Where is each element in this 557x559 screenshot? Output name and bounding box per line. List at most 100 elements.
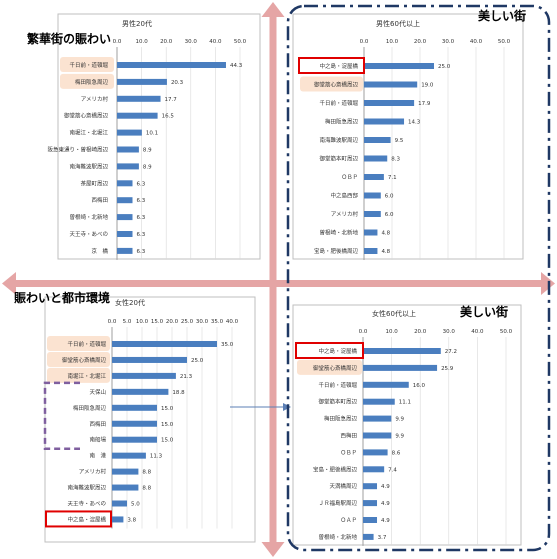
- bar: [117, 78, 167, 85]
- bar: [117, 231, 133, 237]
- value-label: 6.3: [136, 215, 145, 221]
- tick-label: 20.0: [166, 319, 179, 325]
- value-label: 8.9: [143, 164, 152, 170]
- bar: [117, 129, 142, 136]
- bar: [112, 356, 187, 363]
- vertical-axis-arrow: [261, 2, 285, 557]
- value-label: 4.8: [381, 249, 390, 255]
- value-label: 4.8: [381, 231, 390, 237]
- bar: [364, 248, 378, 254]
- value-label: 7.1: [388, 175, 397, 181]
- value-label: 6.0: [385, 212, 394, 218]
- bar: [364, 81, 418, 88]
- value-label: 19.0: [421, 83, 434, 89]
- bar: [363, 398, 395, 405]
- value-label: 17.7: [165, 97, 178, 103]
- category-label: 天満橋周辺: [329, 482, 357, 490]
- value-label: 4.9: [381, 484, 390, 490]
- category-label: 梅田阪急周辺: [325, 118, 359, 126]
- value-label: 15.0: [161, 422, 174, 428]
- bar: [364, 229, 378, 236]
- tick-label: 0.0: [113, 39, 122, 45]
- tick-label: 0.0: [359, 329, 368, 335]
- bar: [112, 500, 127, 507]
- category-label: 梅田阪急周辺: [324, 415, 358, 423]
- category-label: 南海難波駅周辺: [69, 162, 108, 170]
- value-label: 18.8: [172, 390, 185, 396]
- value-label: 4.9: [381, 501, 390, 507]
- category-label: 千日前・道頓堀: [67, 340, 106, 348]
- value-label: 10.1: [146, 131, 158, 137]
- category-label: 天保山: [89, 388, 106, 396]
- tick-label: 0.0: [108, 319, 117, 325]
- bar: [363, 517, 378, 523]
- bar: [112, 516, 124, 523]
- bar: [112, 452, 146, 459]
- value-label: 8.9: [143, 148, 152, 154]
- category-label: アメリカ村: [331, 210, 359, 218]
- value-label: 3.7: [378, 535, 387, 541]
- tick-label: 0.0: [360, 39, 369, 45]
- label-bottom-left: 賑わいと都市環境: [14, 290, 110, 305]
- highlight-background: [47, 367, 110, 383]
- bar: [364, 118, 405, 125]
- bar: [112, 388, 169, 395]
- category-label: ＪＲ福島駅周辺: [318, 499, 357, 507]
- category-label: 御堂筋心斎橋周辺: [62, 356, 107, 364]
- bar: [117, 146, 139, 153]
- bar: [117, 197, 133, 204]
- tick-label: 35.0: [211, 319, 224, 325]
- category-label: 西梅田: [89, 420, 106, 428]
- tick-label: 10.0: [385, 329, 398, 335]
- category-label: 御堂筋心斎橋周辺: [313, 364, 358, 372]
- value-label: 7.4: [388, 467, 397, 473]
- bar: [117, 247, 133, 254]
- category-label: 西梅田: [91, 196, 108, 204]
- tick-label: 50.0: [234, 39, 247, 45]
- category-label: 御堂筋本町周辺: [319, 155, 358, 163]
- chart-title: 女性20代: [115, 298, 145, 307]
- chart-male-20s: 男性20代 0.0 10.0 20.0 30.0 40.0 50.0 千日前・道頓堀 44.3 梅…: [47, 19, 247, 260]
- tick-label: 15.0: [151, 319, 164, 325]
- category-label: 南堀江・北堀江: [67, 372, 106, 380]
- value-label: 11.3: [150, 454, 163, 460]
- category-label: 曽根崎・北新地: [69, 213, 108, 221]
- value-label: 4.9: [381, 518, 390, 524]
- bar: [363, 466, 385, 473]
- label-top-left: 繁華街の賑わい: [27, 31, 111, 46]
- chart-frame-female-60s: [292, 304, 522, 546]
- chart-title: 女性60代以上: [372, 309, 416, 318]
- tick-label: 40.0: [471, 329, 484, 335]
- value-label: 6.3: [136, 232, 145, 238]
- value-label: 6.0: [385, 194, 394, 200]
- tick-label: 5.0: [123, 319, 132, 325]
- bar: [364, 100, 415, 106]
- category-label: ＯＢＰ: [340, 449, 357, 456]
- tick-label: 30.0: [442, 39, 455, 45]
- tick-label: 40.0: [470, 39, 483, 45]
- tick-label: 10.0: [136, 319, 149, 325]
- category-label: 天王寺・あべの: [67, 500, 106, 508]
- bar: [117, 62, 226, 68]
- tick-label: 50.0: [500, 329, 513, 335]
- value-label: 25.0: [191, 358, 204, 364]
- value-label: 21.3: [180, 374, 193, 380]
- value-label: 8.8: [142, 470, 151, 476]
- tick-label: 50.0: [498, 39, 511, 45]
- tick-label: 25.0: [181, 319, 194, 325]
- value-label: 14.3: [408, 120, 421, 126]
- category-label: 中之島・淀屋橋: [67, 515, 106, 523]
- label-bottom-right: 美しい街: [460, 304, 508, 319]
- category-label: 南堀江・北堀江: [69, 129, 108, 137]
- value-label: 15.0: [161, 406, 174, 412]
- bar: [364, 63, 434, 69]
- value-label: 16.0: [413, 383, 426, 389]
- bar: [117, 180, 133, 187]
- category-label: 御堂筋本町周辺: [318, 398, 357, 406]
- bar: [364, 155, 388, 162]
- category-label: アメリカ村: [81, 95, 109, 103]
- bar: [117, 163, 139, 170]
- bar: [363, 364, 438, 371]
